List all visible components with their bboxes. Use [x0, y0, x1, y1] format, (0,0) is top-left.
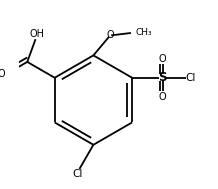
Text: O: O — [107, 30, 114, 40]
Text: O: O — [0, 69, 5, 79]
Text: Cl: Cl — [72, 169, 83, 179]
Text: O: O — [158, 54, 166, 64]
Text: O: O — [158, 92, 166, 102]
Text: CH₃: CH₃ — [136, 28, 152, 36]
Text: S: S — [158, 71, 166, 84]
Text: Cl: Cl — [185, 73, 195, 83]
Text: OH: OH — [30, 29, 45, 39]
